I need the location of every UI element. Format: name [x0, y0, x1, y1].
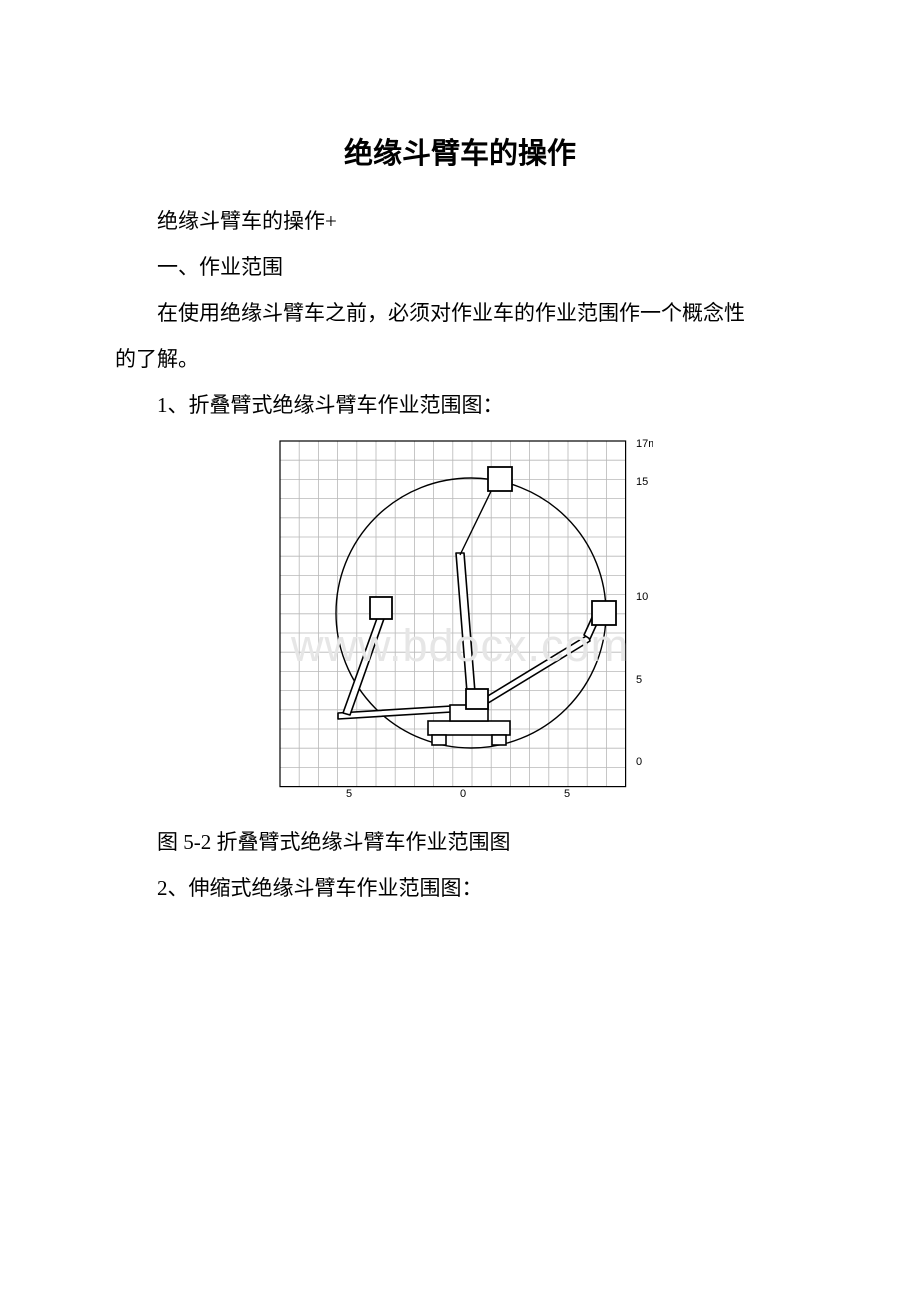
svg-text:5: 5 — [636, 674, 642, 686]
svg-text:10: 10 — [636, 591, 648, 603]
svg-text:5: 5 — [346, 788, 352, 800]
paragraph-5: 2、伸缩式绝缘斗臂车作业范围图： — [115, 869, 805, 909]
folding-arm-range-diagram: 17m 15 10 5 0 5 0 5 — [268, 435, 653, 805]
svg-text:0: 0 — [636, 756, 642, 768]
figure-caption: 图 5-2 折叠臂式绝缘斗臂车作业范围图 — [115, 823, 805, 863]
paragraph-4: 1、折叠臂式绝缘斗臂车作业范围图： — [115, 386, 805, 426]
svg-text:15: 15 — [636, 476, 648, 488]
page-title: 绝缘斗臂车的操作 — [115, 130, 805, 172]
diagram-container: 17m151050505 www.bdocx.com — [115, 435, 805, 805]
svg-text:0: 0 — [460, 788, 466, 800]
paragraph-3a: 在使用绝缘斗臂车之前，必须对作业车的作业范围作一个概念性 — [115, 294, 805, 334]
svg-text:17m: 17m — [636, 438, 653, 450]
paragraph-1: 绝缘斗臂车的操作+ — [115, 202, 805, 242]
paragraph-3b: 的了解。 — [115, 340, 805, 380]
paragraph-2: 一、作业范围 — [115, 248, 805, 288]
svg-text:5: 5 — [564, 788, 570, 800]
